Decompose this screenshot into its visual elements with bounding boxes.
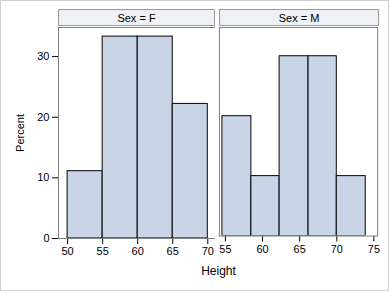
svg-text:70: 70 xyxy=(202,245,214,257)
svg-text:55: 55 xyxy=(219,243,231,255)
html-text:Height: Height xyxy=(201,264,236,278)
svg-text:10: 10 xyxy=(37,171,49,183)
svg-text:Percent: Percent xyxy=(14,114,26,152)
svg-text:60: 60 xyxy=(256,243,268,255)
svg-text:60: 60 xyxy=(132,245,144,257)
svg-text:65: 65 xyxy=(294,243,306,255)
svg-text:65: 65 xyxy=(167,245,179,257)
svg-text:75: 75 xyxy=(368,243,380,255)
svg-text:50: 50 xyxy=(61,245,73,257)
svg-text:70: 70 xyxy=(331,243,343,255)
svg-text:20: 20 xyxy=(37,111,49,123)
svg-text:55: 55 xyxy=(97,245,109,257)
html-text:Sex = M: Sex = M xyxy=(278,12,320,24)
svg-text:0: 0 xyxy=(43,232,49,244)
html-text:Sex = F: Sex = F xyxy=(117,12,156,24)
svg-text:30: 30 xyxy=(37,50,49,62)
